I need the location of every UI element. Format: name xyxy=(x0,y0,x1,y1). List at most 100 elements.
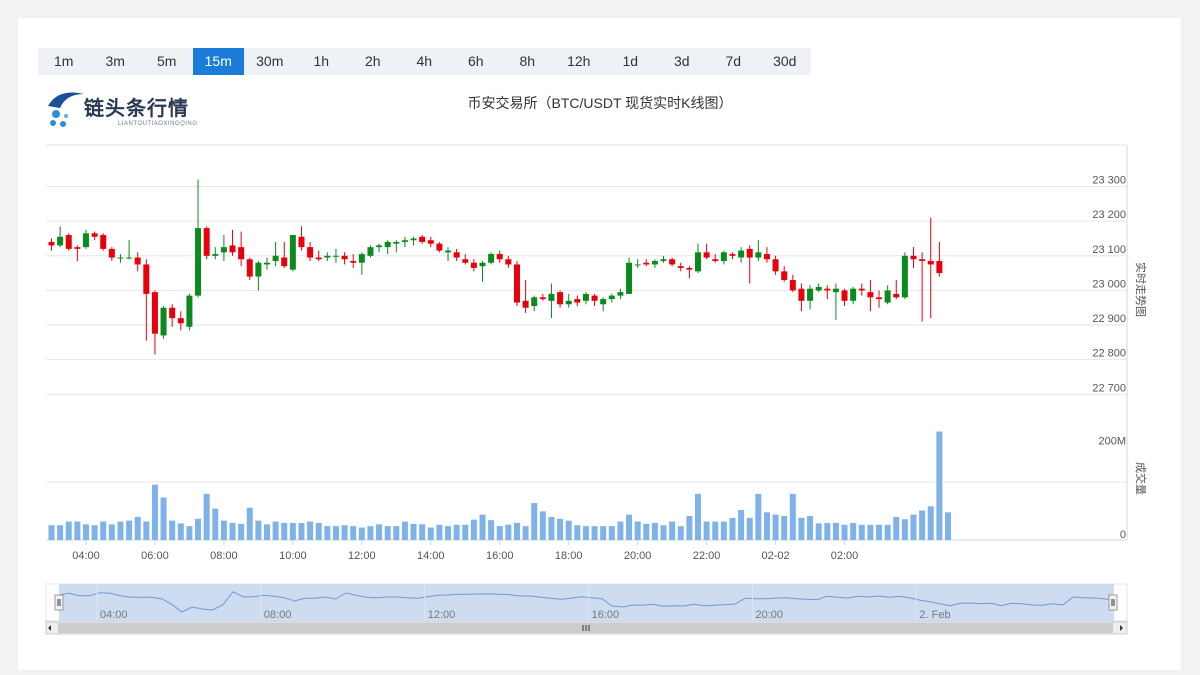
tab-1m[interactable]: 1m xyxy=(54,53,74,69)
candle-body xyxy=(470,262,477,268)
volume-bar xyxy=(220,520,227,540)
candle-body xyxy=(539,297,546,300)
volume-bar xyxy=(738,510,745,540)
x-tick-label: 12:00 xyxy=(348,550,376,562)
volume-bar xyxy=(57,525,64,540)
volume-bar xyxy=(324,526,331,540)
volume-bar xyxy=(626,514,633,540)
tab-12h[interactable]: 12h xyxy=(567,53,591,69)
tab-4h[interactable]: 4h xyxy=(416,53,433,69)
candle-body xyxy=(307,247,314,258)
x-tick-label: 08:00 xyxy=(210,550,238,562)
candle-body xyxy=(729,254,736,256)
volume-bar xyxy=(531,503,538,540)
scroll-right-icon[interactable] xyxy=(1120,625,1123,631)
tab-1h[interactable]: 1h xyxy=(313,53,330,69)
tab-3d[interactable]: 3d xyxy=(673,53,690,69)
volume-bar xyxy=(264,524,270,540)
volume-bar xyxy=(505,524,512,540)
candle-body xyxy=(755,252,762,258)
volume-bar xyxy=(272,521,279,540)
volume-bar xyxy=(393,526,400,540)
volume-bar xyxy=(453,524,460,540)
volume-bar xyxy=(901,519,908,540)
candle-body xyxy=(910,255,917,260)
candle-body xyxy=(643,262,650,265)
candle-body xyxy=(255,262,262,277)
candle-body xyxy=(651,260,658,265)
volume-bar xyxy=(522,526,529,540)
navigator-tick-label: 20:00 xyxy=(756,609,784,621)
tab-2h[interactable]: 2h xyxy=(364,53,381,69)
candle-body xyxy=(393,241,400,244)
volume-bar xyxy=(763,512,770,540)
tab-15m[interactable]: 15m xyxy=(192,48,244,75)
volume-bar xyxy=(936,431,943,540)
volume-bar xyxy=(574,525,581,540)
navigator-tick-label: 2. Feb xyxy=(919,609,950,621)
candle-body xyxy=(815,286,822,291)
candle-body xyxy=(462,259,469,263)
candle-body xyxy=(582,293,589,301)
tab-3m[interactable]: 3m xyxy=(105,53,125,69)
navigator-left-handle[interactable] xyxy=(54,594,64,611)
candle-body xyxy=(720,252,727,261)
candle-body xyxy=(384,241,391,248)
chart-title: 币安交易所（BTC/USDT 现货实时K线图） xyxy=(467,95,733,111)
candle-body xyxy=(522,300,529,308)
x-tick-label: 02-02 xyxy=(762,550,790,562)
candle-body xyxy=(74,247,81,249)
candle-body xyxy=(419,236,426,242)
volume-bar xyxy=(281,522,288,540)
candle-body xyxy=(186,295,193,327)
candle-body xyxy=(850,288,857,301)
candle-body xyxy=(669,259,676,265)
candle-body xyxy=(513,264,520,303)
volume-bar xyxy=(427,527,434,540)
y-tick-label: 22 900 xyxy=(1092,313,1126,325)
volume-bar xyxy=(686,516,693,540)
volume-bar xyxy=(496,526,503,540)
volume-bar xyxy=(858,524,865,540)
y-tick-label: 23 000 xyxy=(1092,278,1126,290)
volume-tick-label: 0 xyxy=(1120,529,1126,541)
candle-body xyxy=(289,235,296,270)
tab-30m[interactable]: 30m xyxy=(256,53,284,69)
x-tick-label: 20:00 xyxy=(624,550,652,562)
volume-bar xyxy=(100,521,107,540)
tab-5m[interactable]: 5m xyxy=(157,53,177,69)
tab-30d[interactable]: 30d xyxy=(773,53,797,69)
x-tick-label: 22:00 xyxy=(693,550,721,562)
tab-1d[interactable]: 1d xyxy=(622,53,639,69)
candle-body xyxy=(212,254,219,256)
candle-body xyxy=(324,255,331,258)
x-tick-label: 16:00 xyxy=(486,550,514,562)
candle-body xyxy=(91,233,98,237)
candle-body xyxy=(893,293,900,298)
candle-body xyxy=(203,228,210,256)
candle-body xyxy=(376,245,383,248)
x-tick-label: 02:00 xyxy=(831,550,859,562)
scroll-left-icon[interactable] xyxy=(48,625,51,631)
volume-bar xyxy=(565,520,572,540)
navigator-right-handle[interactable] xyxy=(1108,594,1118,611)
volume-bar xyxy=(350,526,357,540)
candle-body xyxy=(177,318,184,324)
candle-body xyxy=(600,299,607,305)
volume-bar xyxy=(367,526,374,540)
volume-bar xyxy=(358,527,365,540)
y-tick-label: 23 300 xyxy=(1092,175,1126,187)
volume-axis-title: 成交量 xyxy=(1134,462,1148,495)
navigator-selection xyxy=(59,584,1114,621)
candle-body xyxy=(686,267,693,270)
volume-bar xyxy=(695,493,701,540)
tab-8h[interactable]: 8h xyxy=(519,53,536,69)
tab-6h[interactable]: 6h xyxy=(467,53,484,69)
volume-bar xyxy=(289,522,296,540)
candle-body xyxy=(281,257,288,267)
candle-body xyxy=(341,255,348,260)
tab-7d[interactable]: 7d xyxy=(725,53,742,69)
candle-body xyxy=(358,254,365,263)
candle-body xyxy=(410,238,417,241)
